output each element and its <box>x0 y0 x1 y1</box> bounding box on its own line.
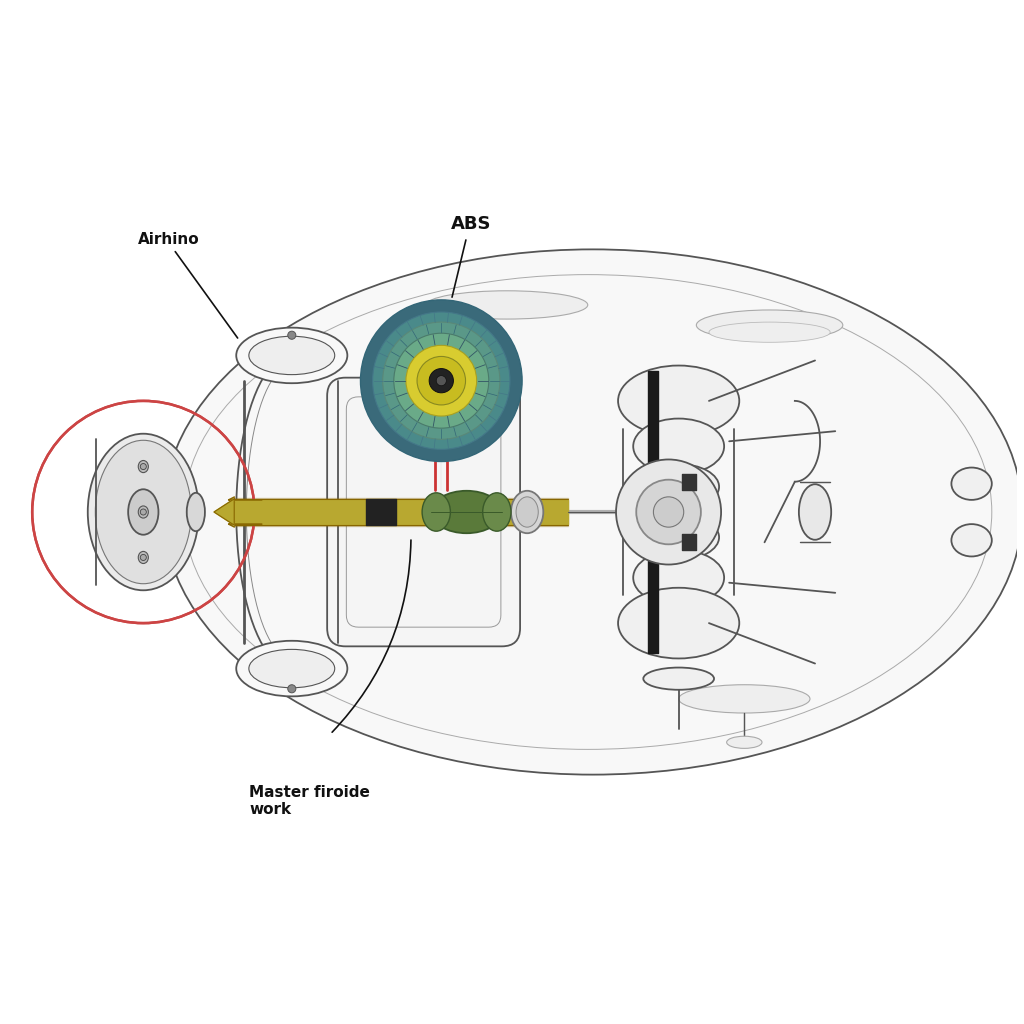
Polygon shape <box>214 499 234 525</box>
Ellipse shape <box>516 497 539 527</box>
Ellipse shape <box>618 588 739 658</box>
Ellipse shape <box>482 493 511 531</box>
Circle shape <box>140 464 146 470</box>
Ellipse shape <box>511 490 544 534</box>
Ellipse shape <box>422 493 451 531</box>
Ellipse shape <box>138 551 148 563</box>
Ellipse shape <box>183 274 992 750</box>
Circle shape <box>373 312 510 450</box>
Ellipse shape <box>638 464 719 510</box>
Ellipse shape <box>696 310 843 340</box>
Ellipse shape <box>138 461 148 473</box>
Ellipse shape <box>426 291 588 319</box>
Ellipse shape <box>128 489 159 535</box>
Circle shape <box>636 479 700 545</box>
Ellipse shape <box>249 649 335 688</box>
Circle shape <box>383 323 500 439</box>
Circle shape <box>653 497 684 527</box>
Ellipse shape <box>951 524 992 556</box>
Circle shape <box>288 685 296 693</box>
Circle shape <box>417 356 466 404</box>
Ellipse shape <box>679 685 810 713</box>
Ellipse shape <box>643 668 714 690</box>
Circle shape <box>406 345 476 416</box>
Circle shape <box>360 300 522 462</box>
FancyBboxPatch shape <box>327 378 520 646</box>
Text: Master firoide
work: Master firoide work <box>250 784 371 817</box>
Ellipse shape <box>638 514 719 560</box>
Circle shape <box>140 509 146 515</box>
Ellipse shape <box>709 323 830 342</box>
Ellipse shape <box>164 250 1022 774</box>
Circle shape <box>140 554 146 560</box>
Circle shape <box>394 333 488 428</box>
Ellipse shape <box>88 434 199 590</box>
Ellipse shape <box>618 366 739 436</box>
Ellipse shape <box>95 440 191 584</box>
Ellipse shape <box>237 328 347 383</box>
Circle shape <box>429 369 454 393</box>
Ellipse shape <box>727 736 762 749</box>
Ellipse shape <box>186 493 205 531</box>
Circle shape <box>616 460 721 564</box>
Circle shape <box>436 376 446 386</box>
Circle shape <box>288 331 296 339</box>
Ellipse shape <box>633 419 724 474</box>
Ellipse shape <box>249 336 335 375</box>
Ellipse shape <box>799 484 831 540</box>
Ellipse shape <box>431 490 502 534</box>
Ellipse shape <box>633 550 724 605</box>
Text: ABS: ABS <box>452 215 492 233</box>
Ellipse shape <box>138 506 148 518</box>
Text: Airhino: Airhino <box>138 231 200 247</box>
Ellipse shape <box>951 468 992 500</box>
Ellipse shape <box>237 641 347 696</box>
